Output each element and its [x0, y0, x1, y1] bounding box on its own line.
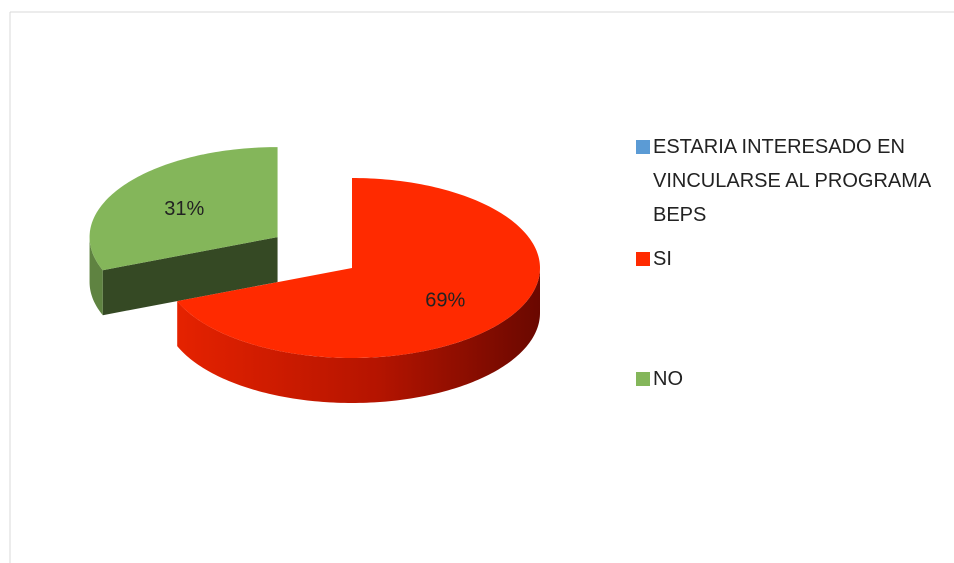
legend-swatch [636, 252, 650, 266]
legend-label: NO [653, 368, 683, 390]
legend-swatch [636, 140, 650, 154]
legend-swatch [636, 372, 650, 386]
legend-item: ESTARIA INTERESADO EN VINCULARSE AL PROG… [636, 130, 946, 232]
legend-label: SI [653, 248, 672, 270]
data-label: 31% [164, 198, 204, 220]
legend-item: NO [636, 362, 946, 396]
slice-wall [177, 268, 540, 403]
legend-item: SI [636, 242, 946, 276]
pie: 31% 69% [89, 147, 540, 403]
legend-label: ESTARIA INTERESADO EN VINCULARSE AL PROG… [653, 136, 931, 226]
slice-top [89, 147, 278, 271]
slice-wall [89, 237, 103, 316]
slice-face [102, 237, 278, 316]
pie-slice [89, 147, 278, 316]
pie-slice [177, 178, 540, 403]
data-label: 69% [425, 290, 465, 312]
slice-top [177, 178, 540, 358]
